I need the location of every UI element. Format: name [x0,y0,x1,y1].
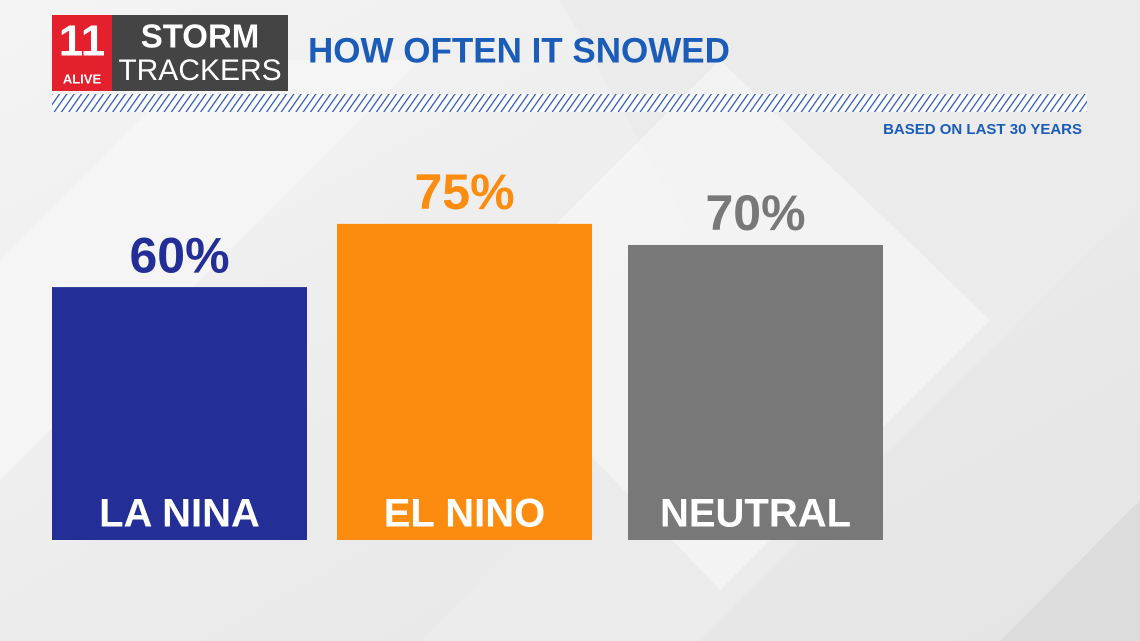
category-label: LA NINA [99,492,260,536]
value-label: 70% [705,185,805,241]
bar [52,287,307,540]
chart-title: HOW OFTEN IT SNOWED [308,31,730,70]
logo-red [52,15,112,91]
value-label: 60% [129,227,229,283]
logo-number: 11 [59,17,106,66]
logo-line2: TRACKERS [118,54,281,87]
bar [628,244,883,540]
logo-dark [112,15,288,91]
category-label: NEUTRAL [660,492,851,536]
bars: 60% LA NINA 75% EL NINO 70% NEUTRAL [52,164,883,540]
logo: 11 ALIVE STORM TRACKERS [52,15,288,91]
value-label: 75% [414,164,514,220]
logo-line1: STORM [141,18,260,55]
chart-subtitle: BASED ON LAST 30 YEARS [883,121,1082,138]
logo-station: ALIVE [63,71,102,86]
category-label: EL NINO [384,492,546,536]
bg-shape [1000,500,1140,641]
hatch-band [52,94,1087,112]
bar [337,223,592,540]
